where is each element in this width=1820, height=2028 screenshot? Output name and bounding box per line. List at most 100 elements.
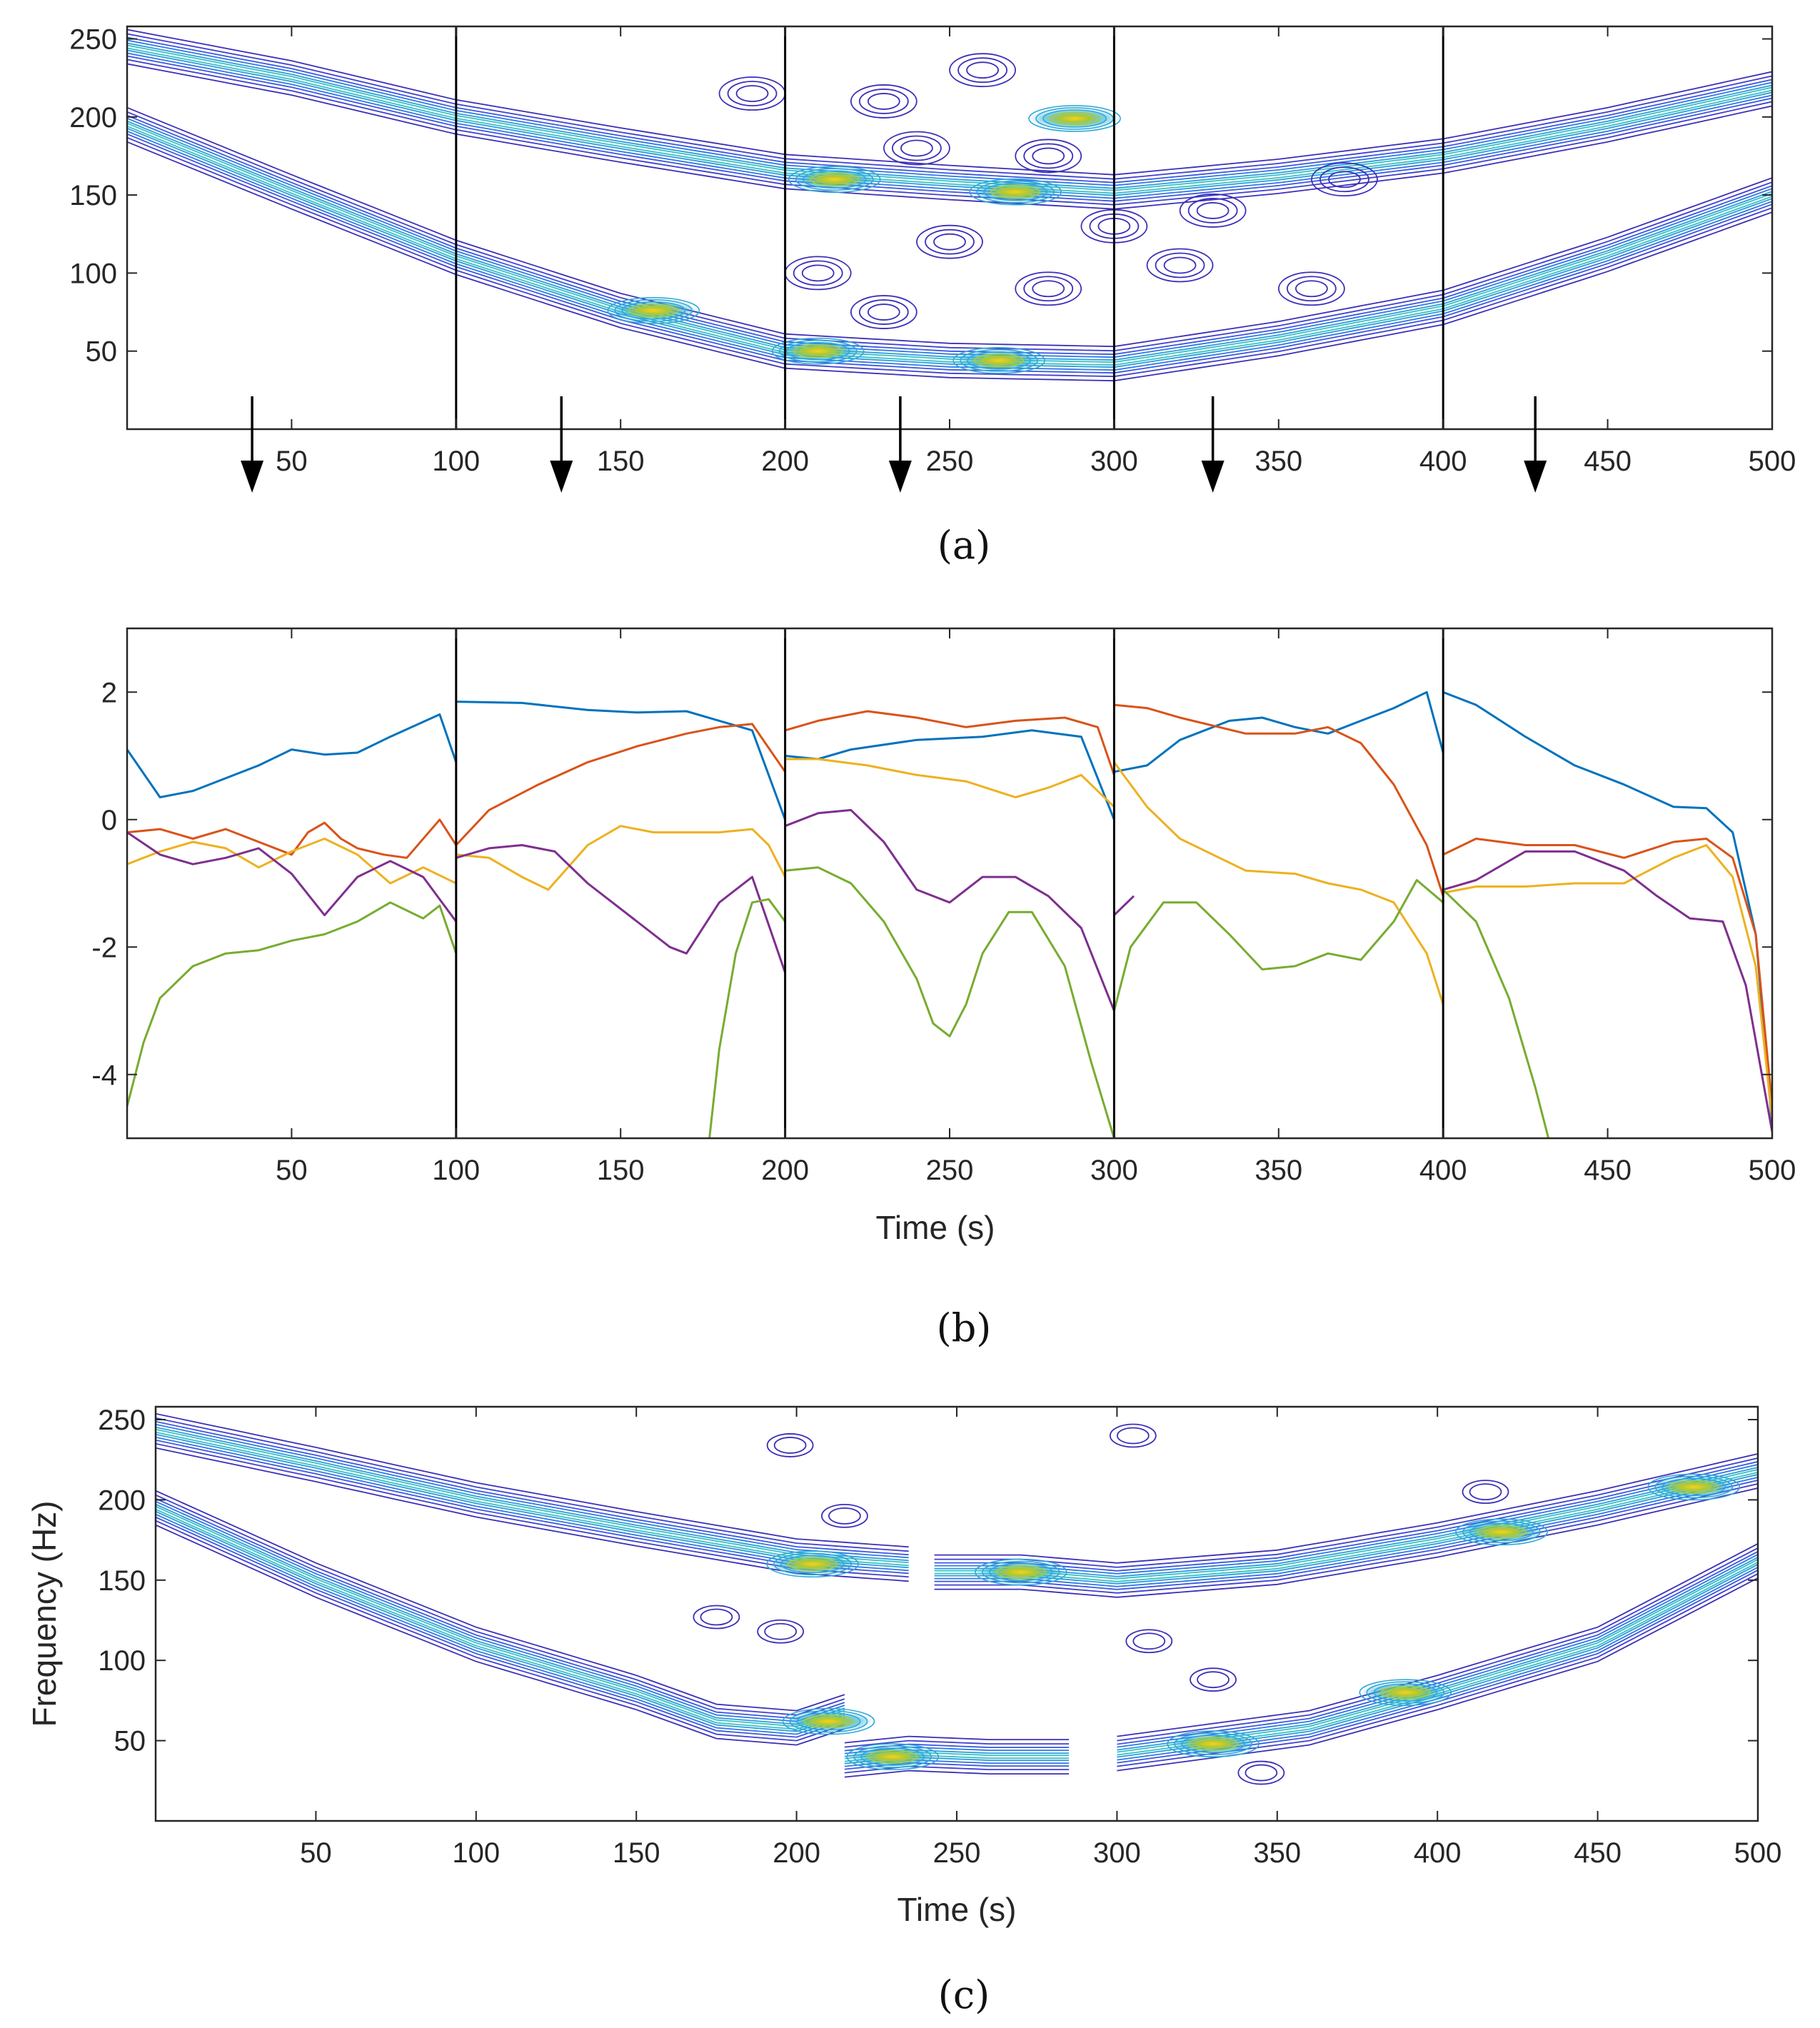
panel-a-arrow-head (241, 461, 264, 493)
panel-c-contour-line (844, 1770, 1070, 1778)
panel-c-peak (1457, 1522, 1546, 1542)
panel-a-interference-contour (1032, 147, 1065, 165)
panel-b-x-tick-label: 450 (1584, 1155, 1632, 1186)
panel-b-series-line-purple (1113, 895, 1135, 916)
panel-a-interference-contour (867, 303, 900, 321)
panel-c-x-tick-labels: 50 100 150 200 250 300 350 400 450 500 (300, 1837, 1781, 1869)
panel-a-interference-contour (916, 224, 983, 259)
panel-c-contour-line (156, 1505, 845, 1727)
panel-a-interference-contour (1163, 256, 1197, 274)
panel-a-y-tick-label: 50 (86, 336, 118, 368)
panel-a-y-tick-label: 150 (69, 180, 117, 211)
panel-a-x-tick-label: 50 (276, 446, 308, 477)
panel-a-contour-line (127, 63, 1772, 210)
panel-a-interference-contour (850, 295, 917, 329)
panel-a-contour-line (127, 42, 1772, 189)
panel-b-x-axis-title: Time (s) (876, 1209, 995, 1246)
panel-c-x-tick-label: 250 (933, 1837, 981, 1869)
panel-a-peak (955, 350, 1044, 371)
panel-c-peak-contour (1181, 1735, 1245, 1753)
panel-c-isolated-contour (1132, 1632, 1166, 1650)
panel-a-x-tick-label: 150 (597, 446, 645, 477)
panel-c-peak-contour (1669, 1480, 1719, 1495)
panel-c-peak-contour (1654, 1475, 1734, 1499)
panel-b-caption: (b) (937, 1305, 992, 1350)
panel-a-interference-contour (858, 299, 909, 325)
panel-c-contour-line (156, 1520, 845, 1742)
panel-a-peak (790, 169, 879, 190)
panel-a-interference-contour (933, 233, 966, 251)
panel-a-contour-line (127, 114, 1772, 356)
panel-a-peak-contour (1042, 109, 1107, 128)
panel-a-interference-contour (1146, 248, 1214, 283)
panel-b-series-line-purple (1442, 850, 1772, 1133)
panel-a-x-tick-label: 450 (1584, 446, 1632, 477)
panel-a-contour-line (127, 133, 1772, 374)
panel-b-series-line-green (1112, 879, 1444, 1011)
panel-a-contour-line (127, 127, 1772, 368)
panel-a-peak-contour (614, 299, 693, 322)
panel-b-series-line-red (1114, 703, 1444, 897)
panel-a-contour-line (127, 33, 1772, 180)
panel-b-x-tick-labels: 50 100 150 200 250 300 350 400 450 500 (276, 1155, 1796, 1186)
panel-c-contour-line (156, 1508, 845, 1730)
panel-c-peak (768, 1554, 858, 1575)
panel-a-contour-line (127, 136, 1772, 378)
panel-c-contour-line (156, 1516, 845, 1738)
panel-c-peak-contour (1167, 1730, 1260, 1757)
panel-a-peak-contour (974, 353, 1024, 368)
panel-c-contour-line (1117, 1562, 1758, 1756)
panel-c-y-tick-label: 100 (98, 1645, 146, 1677)
panel-b-x-tick-label: 50 (276, 1155, 308, 1186)
panel-a-interference-contour (949, 53, 1016, 88)
panel-c-peak-contour (974, 1558, 1067, 1586)
panel-c-x-tick-label: 400 (1414, 1837, 1462, 1869)
panel-c-contour-line (1117, 1453, 1758, 1564)
panel-c-peak-contour (1676, 1482, 1712, 1492)
panel-c-isolated-contour (1197, 1671, 1230, 1689)
panel-a-interference-contour (1294, 280, 1328, 298)
panel-c-x-tick-label: 350 (1253, 1837, 1301, 1869)
panel-a-peak-contour (795, 168, 874, 191)
panel-c-peak (784, 1711, 873, 1732)
panel-a-peak-contour (976, 180, 1055, 204)
panel-a-interference-contour (1023, 276, 1074, 302)
panel-c-peak-contour (766, 1550, 859, 1578)
panel-a-contour-line (127, 36, 1772, 184)
panel-a-contour-line (127, 117, 1772, 358)
panel-b-series-line-purple (456, 844, 787, 973)
panel-a-interference-contour (1187, 198, 1238, 224)
panel-c-isolated-contour (764, 1622, 798, 1640)
panel-a-interference-contour (1023, 143, 1074, 169)
panel-a-arrow-markers (241, 396, 1547, 493)
panel-a-interference-contour (735, 85, 769, 102)
panel-c-peak-contour (1484, 1527, 1519, 1537)
panel-b-y-tick-label: 0 (101, 805, 117, 836)
panel-c-contour-line (1117, 1472, 1758, 1582)
panel-c-contour-line (1117, 1547, 1758, 1742)
panel-a-interference-contour (1311, 162, 1378, 197)
panel-a-y-tick-label: 200 (69, 102, 117, 134)
panel-a-contour-line (127, 141, 1772, 382)
panel-c-isolated-contour (757, 1619, 805, 1644)
panel-a-contour-line (127, 49, 1772, 196)
panel-a-x-tick-label: 250 (926, 446, 974, 477)
panel-b-x-tick-label: 350 (1255, 1155, 1302, 1186)
panel-b-series-line-purple (127, 831, 458, 923)
panel-c-peak-contour (995, 1565, 1046, 1580)
panel-c-isolated-contour (1237, 1760, 1285, 1785)
panel-b-y-tick-label: -4 (91, 1060, 117, 1091)
panel-b-x-tick-label: 200 (761, 1155, 809, 1186)
panel-c-peak-contour (1380, 1685, 1431, 1700)
panel-a-contour-line (127, 59, 1772, 206)
panel-a-x-tick-labels: 50 100 150 200 250 300 350 400 450 500 (276, 446, 1796, 477)
panel-a-peak-contour (967, 351, 1031, 370)
panel-c-isolated-contour (828, 1507, 861, 1525)
panel-a-peak-contour (628, 303, 679, 318)
panel-a-ticks (127, 26, 1773, 429)
panel-a-peak-contour (960, 349, 1038, 372)
panel-a-interference-contour (1319, 166, 1369, 193)
panel-c-contour-line (156, 1494, 845, 1716)
panel-c-peak-contour (810, 1716, 847, 1727)
